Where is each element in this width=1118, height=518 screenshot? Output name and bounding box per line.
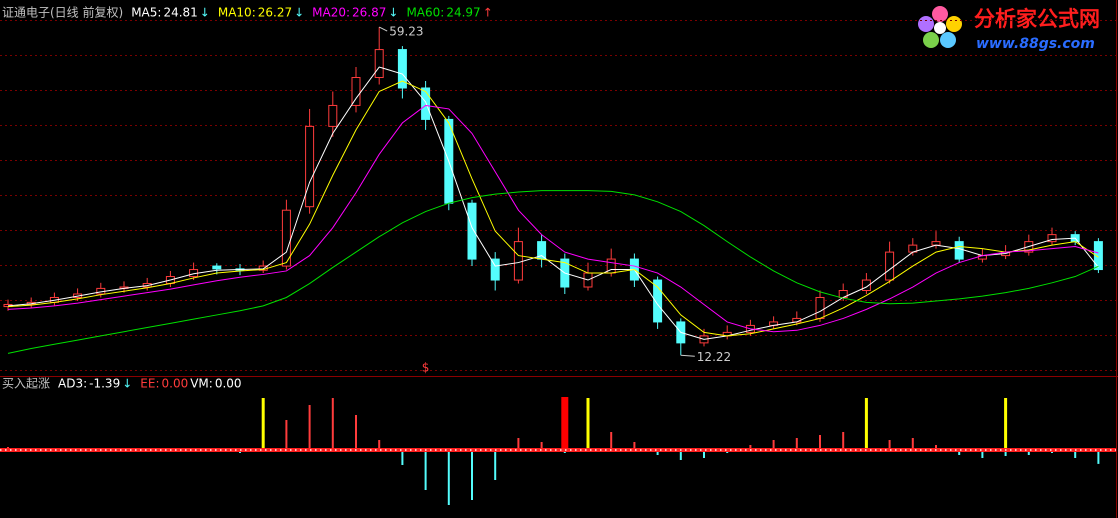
legend-text: MA10: bbox=[218, 6, 256, 20]
legend-text: MA5: bbox=[131, 6, 161, 20]
candle-body bbox=[467, 202, 477, 260]
legend-text: 0.00 bbox=[215, 377, 242, 391]
low-label: 12.22 bbox=[697, 350, 731, 364]
logo: 分析家公式网 www.88gs.com bbox=[918, 6, 1100, 52]
candle-body bbox=[931, 241, 941, 246]
legend-text: ↓ bbox=[388, 6, 398, 20]
candle-body bbox=[885, 251, 895, 281]
legend-text: ↓ bbox=[122, 377, 132, 391]
logo-petal bbox=[932, 6, 948, 22]
logo-petal bbox=[923, 32, 939, 48]
annotation-leader bbox=[680, 354, 695, 357]
logo-petal bbox=[946, 16, 962, 32]
legend-text: ↑ bbox=[483, 6, 493, 20]
legend-text: 证通电子(日线 前复权) bbox=[2, 5, 123, 20]
legend-text: -1.39 bbox=[89, 377, 120, 391]
logo-petal bbox=[940, 32, 956, 48]
candle-body bbox=[397, 49, 407, 89]
candle-body bbox=[212, 265, 222, 270]
candle-body bbox=[490, 258, 500, 281]
logo-center bbox=[934, 22, 946, 34]
legend-text: MA20: bbox=[312, 6, 350, 20]
signal-bar bbox=[586, 398, 590, 450]
logo-petal bbox=[918, 16, 934, 32]
legend-text: VM: bbox=[190, 377, 213, 391]
annotation-leader bbox=[378, 26, 388, 32]
signal-bar bbox=[261, 398, 265, 450]
candle-body bbox=[351, 77, 361, 106]
signal-bar bbox=[561, 397, 569, 450]
candle-body bbox=[815, 296, 825, 319]
candle-body bbox=[374, 49, 384, 79]
candle-body bbox=[861, 279, 871, 292]
legend-text: 买入起涨 bbox=[2, 376, 50, 391]
brand: 分析家公式网 bbox=[974, 7, 1100, 31]
url: www.88gs.com bbox=[976, 36, 1095, 52]
candle-body bbox=[305, 125, 315, 208]
legend-text: MA60: bbox=[406, 6, 444, 20]
candle-body bbox=[1047, 234, 1057, 243]
signal-bar bbox=[864, 398, 868, 450]
legend-text: ↓ bbox=[294, 6, 304, 20]
high-label: 59.23 bbox=[389, 25, 423, 39]
ma-line bbox=[7, 80, 1099, 337]
legend-text: EE: bbox=[140, 377, 159, 391]
candle-body bbox=[653, 279, 663, 323]
legend-text: 0.00 bbox=[162, 377, 189, 391]
candle-body bbox=[1093, 241, 1103, 271]
candle-body bbox=[421, 87, 431, 120]
ma-line bbox=[7, 104, 1099, 333]
candle-body bbox=[328, 104, 338, 127]
legend-text: AD3: bbox=[58, 377, 87, 391]
marker: $ bbox=[422, 361, 430, 375]
legend-text: 26.87 bbox=[352, 6, 386, 20]
signal-bar bbox=[1004, 398, 1008, 450]
ma-line bbox=[7, 66, 1099, 340]
legend-text: 24.97 bbox=[446, 6, 480, 20]
legend-text: ↓ bbox=[200, 6, 210, 20]
legend-text: 26.27 bbox=[258, 6, 292, 20]
candle-body bbox=[281, 209, 291, 267]
candle-body bbox=[513, 241, 523, 281]
legend-text: 24.81 bbox=[163, 6, 197, 20]
ma-line bbox=[7, 190, 1099, 354]
candle-body bbox=[954, 241, 964, 260]
